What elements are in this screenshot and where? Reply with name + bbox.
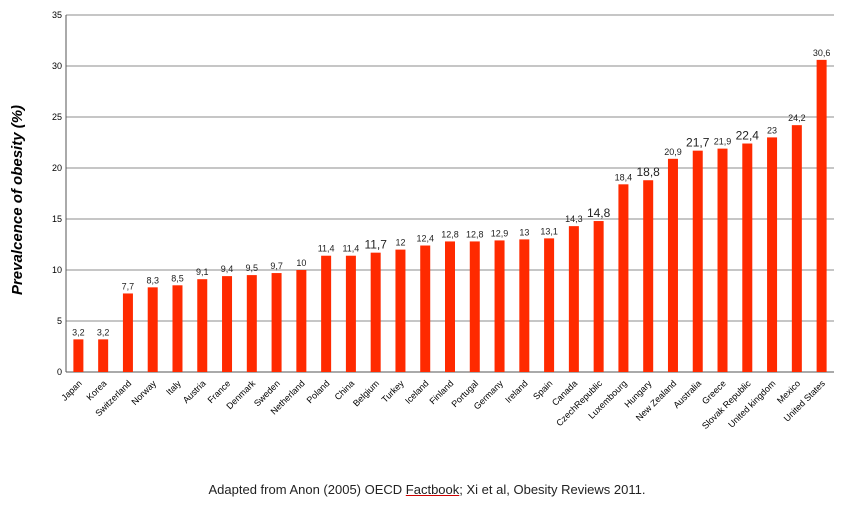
data-label: 12,4 xyxy=(416,234,434,244)
bar xyxy=(791,125,802,372)
data-label: 9,5 xyxy=(246,263,259,273)
bar xyxy=(172,285,183,372)
bar xyxy=(420,245,431,372)
data-label: 14,3 xyxy=(565,214,583,224)
source-caption: Adapted from Anon (2005) OECD Factbook; … xyxy=(0,482,854,497)
data-label: 21,7 xyxy=(686,136,710,150)
bar xyxy=(742,143,753,372)
data-label: 22,4 xyxy=(736,129,760,143)
bar xyxy=(197,279,208,372)
bar xyxy=(692,150,703,372)
bars xyxy=(73,59,827,372)
bar xyxy=(370,252,381,372)
bar xyxy=(469,241,480,372)
caption-text-before: Adapted from Anon (2005) OECD xyxy=(208,482,406,497)
bar xyxy=(544,238,555,372)
bar xyxy=(494,240,505,372)
bar xyxy=(643,180,654,372)
x-tick-label: Austria xyxy=(181,378,208,405)
bar xyxy=(618,184,629,372)
data-label: 24,2 xyxy=(788,113,806,123)
bar xyxy=(345,255,356,372)
x-tick-label: Iceland xyxy=(403,378,431,406)
data-label: 12,8 xyxy=(441,229,459,239)
data-label: 12,9 xyxy=(491,228,509,238)
bar xyxy=(98,339,109,372)
y-tick-labels: 0 5 10 15 20 25 30 35 xyxy=(52,10,62,377)
data-label: 12,8 xyxy=(466,229,484,239)
data-label: 13 xyxy=(519,227,529,237)
y-tick-label: 20 xyxy=(52,163,62,173)
bar xyxy=(122,293,133,372)
y-tick-label: 0 xyxy=(57,367,62,377)
x-tick-label: Poland xyxy=(305,378,332,405)
bar xyxy=(767,137,778,372)
data-label: 12 xyxy=(395,238,405,248)
bar xyxy=(147,287,158,372)
data-label: 21,9 xyxy=(714,137,732,147)
data-label: 18,8 xyxy=(637,165,661,179)
data-label: 13,1 xyxy=(540,226,558,236)
y-tick-label: 35 xyxy=(52,10,62,20)
bar xyxy=(568,226,579,372)
caption-text-after: ; Xi et al, Obesity Reviews 2011. xyxy=(459,482,646,497)
data-label: 18,4 xyxy=(615,172,633,182)
data-label: 3,2 xyxy=(72,327,85,337)
data-label: 11,4 xyxy=(318,244,335,254)
data-label: 9,1 xyxy=(196,267,209,277)
x-tick-label: Japan xyxy=(59,378,83,402)
gridlines xyxy=(65,14,834,373)
data-label: 20,9 xyxy=(664,147,682,157)
y-tick-label: 10 xyxy=(52,265,62,275)
bar xyxy=(73,339,84,372)
data-label: 23 xyxy=(767,125,777,135)
data-label: 10 xyxy=(296,258,306,268)
y-axis-label: Prevalcence of obesity (%) xyxy=(9,105,26,295)
x-tick-label: Norway xyxy=(129,378,158,407)
bar xyxy=(445,241,455,372)
bar xyxy=(246,275,257,372)
data-label: 11,4 xyxy=(342,244,359,254)
bar xyxy=(222,276,233,372)
data-label: 8,5 xyxy=(171,273,184,283)
data-label: 3,2 xyxy=(97,327,110,337)
x-tick-label: Ireland xyxy=(503,378,530,405)
x-tick-label: Turkey xyxy=(380,378,407,405)
bar xyxy=(321,255,332,372)
bar xyxy=(717,148,728,372)
data-label: 9,7 xyxy=(270,261,283,271)
bar xyxy=(667,158,678,372)
bar xyxy=(296,270,307,372)
chart-svg: 0 5 10 15 20 25 30 35 3,2 3,2 7,7 8,3 8,5 9,1 9,4 9,5 9… xyxy=(9,10,834,431)
y-tick-label: 15 xyxy=(52,214,62,224)
data-label: 14,8 xyxy=(587,206,611,220)
data-label: 8,3 xyxy=(146,275,159,285)
caption-underlined-word: Factbook xyxy=(405,482,460,497)
bar xyxy=(593,221,604,372)
x-tick-label: Italy xyxy=(164,378,183,397)
y-tick-label: 30 xyxy=(52,61,62,71)
data-label: 7,7 xyxy=(122,281,135,291)
bar xyxy=(395,249,406,372)
data-label: 30,6 xyxy=(813,48,831,58)
data-label: 9,4 xyxy=(221,264,234,274)
data-labels: 3,2 3,2 7,7 8,3 8,5 9,1 9,4 9,5 9,7 10 11,4 11,4 11,… xyxy=(72,48,830,337)
obesity-bar-chart: 0 5 10 15 20 25 30 35 3,2 3,2 7,7 8,3 8,5 9,1 9,4 9,5 9… xyxy=(9,10,834,431)
bar xyxy=(519,239,530,372)
bar xyxy=(816,59,827,372)
y-tick-label: 5 xyxy=(57,316,62,326)
x-tick-label: Belgium xyxy=(351,378,381,408)
y-tick-label: 25 xyxy=(52,112,62,122)
bar xyxy=(271,273,282,372)
data-label: 11,7 xyxy=(364,238,387,252)
x-tick-label: Australia xyxy=(671,378,703,410)
